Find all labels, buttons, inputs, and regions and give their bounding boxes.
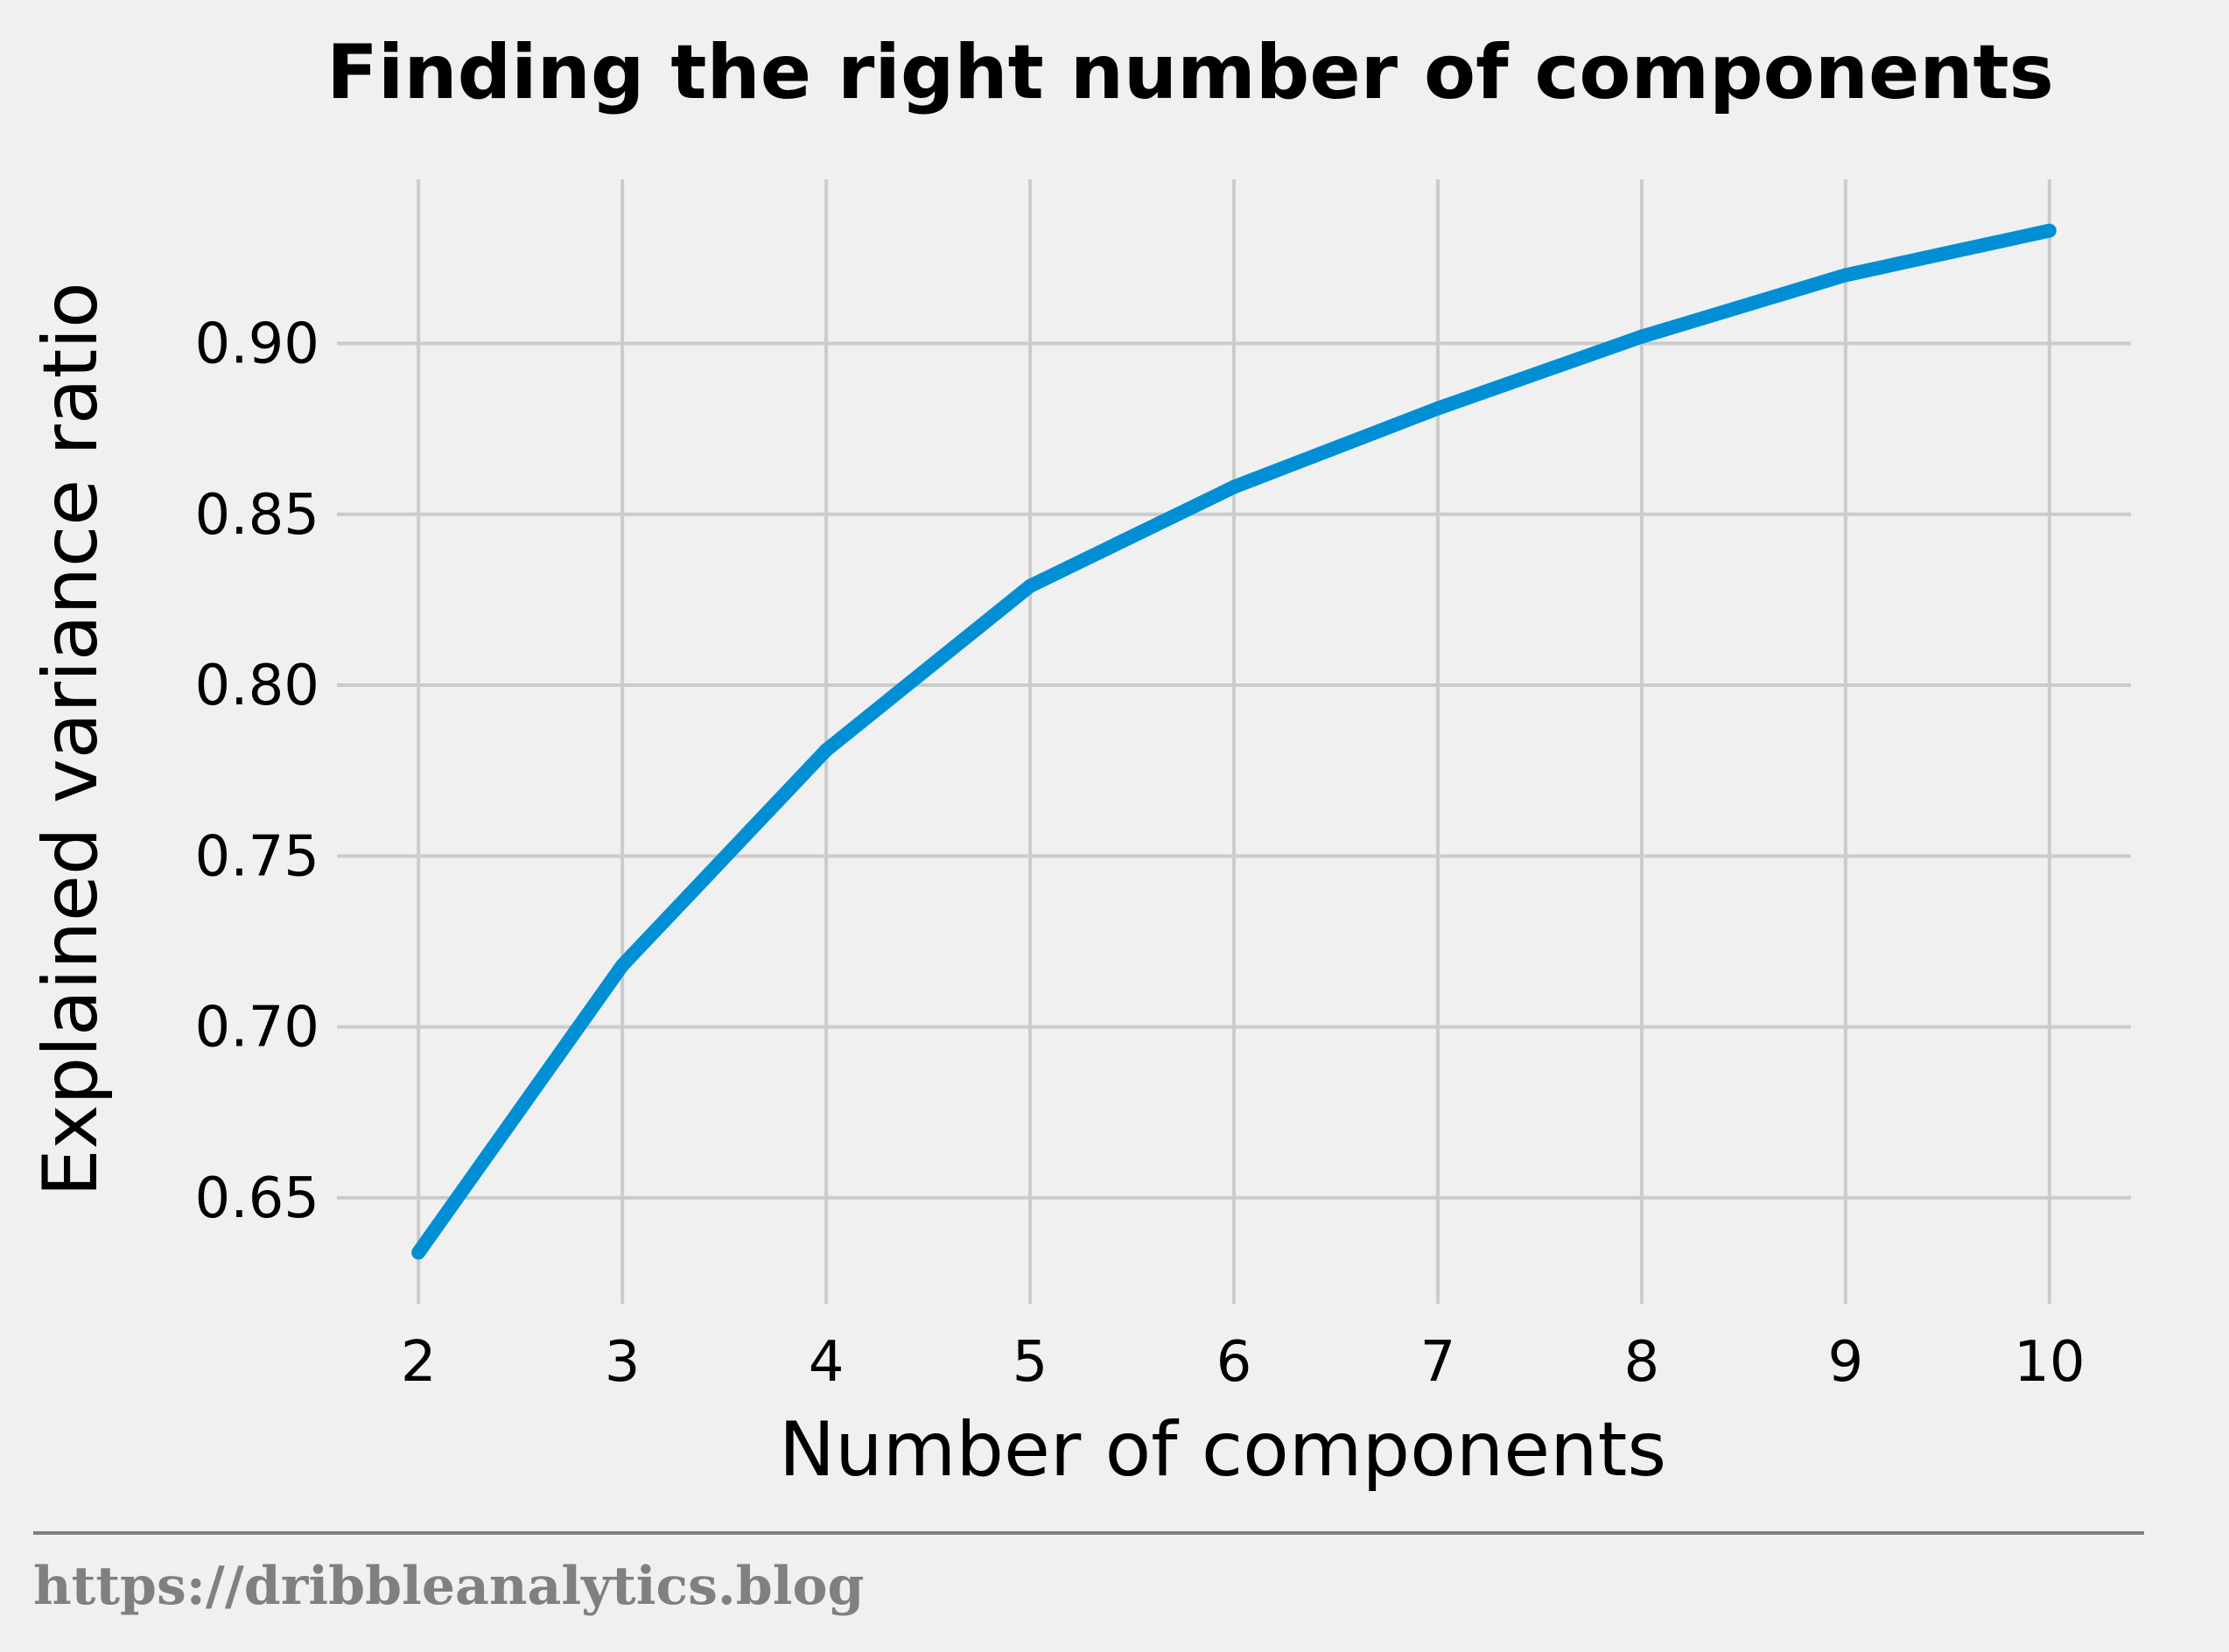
x-axis-ticks: 2 3 4 5 6 7 8 9 10 — [401, 1330, 2085, 1395]
data-point — [1634, 329, 1649, 344]
data-point — [1227, 480, 1241, 494]
chart-title: Finding the right number of components — [326, 29, 2054, 116]
data-point — [819, 743, 834, 758]
data-point — [411, 1245, 426, 1260]
x-axis-label: Number of components — [779, 1406, 1666, 1494]
y-tick-label: 0.70 — [195, 996, 320, 1060]
data-point — [1838, 268, 1853, 283]
x-tick-label: 9 — [1828, 1330, 1864, 1395]
footer-url: https://dribbleanalytics.blog — [33, 1556, 864, 1617]
data-point — [1430, 401, 1445, 416]
x-tick-label: 2 — [401, 1330, 437, 1395]
x-tick-label: 10 — [2014, 1330, 2085, 1395]
y-tick-label: 0.85 — [195, 483, 320, 548]
y-tick-label: 0.75 — [195, 824, 320, 889]
y-tick-label: 0.65 — [195, 1166, 320, 1231]
data-point — [1023, 578, 1038, 593]
x-tick-label: 5 — [1013, 1330, 1048, 1395]
grid — [337, 179, 2131, 1304]
y-tick-label: 0.80 — [195, 654, 320, 718]
series-layer — [411, 223, 2057, 1260]
x-tick-label: 6 — [1216, 1330, 1252, 1395]
data-point — [2042, 223, 2057, 238]
x-tick-label: 3 — [605, 1330, 641, 1395]
y-axis-ticks: 0.65 0.70 0.75 0.80 0.85 0.90 — [195, 312, 320, 1230]
x-tick-label: 4 — [809, 1330, 845, 1395]
y-axis-label: Explained variance ratio — [27, 282, 115, 1197]
x-tick-label: 7 — [1420, 1330, 1456, 1395]
x-tick-label: 8 — [1624, 1330, 1660, 1395]
data-point — [615, 958, 630, 973]
y-tick-label: 0.90 — [195, 312, 320, 376]
